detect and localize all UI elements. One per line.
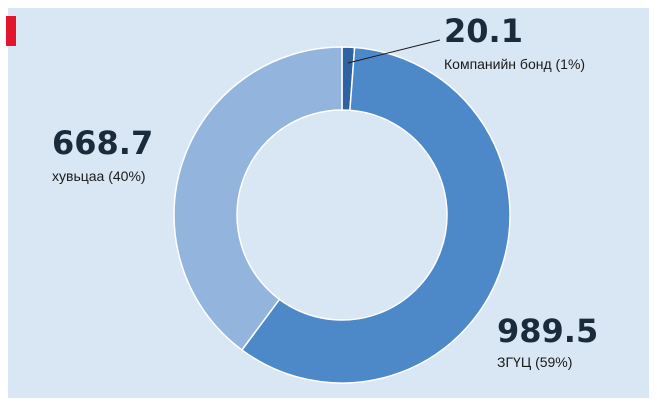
accent-bar <box>6 16 16 46</box>
category-label: хувьцаа (40%) <box>52 168 146 184</box>
value-label: 989.5 <box>497 312 598 350</box>
value-label: 668.7 <box>52 124 153 162</box>
category-label: Компанийн бонд (1%) <box>444 56 585 72</box>
donut-slice <box>173 46 343 351</box>
value-label: 20.1 <box>444 12 523 50</box>
donut-slice <box>240 46 511 384</box>
category-label: ЗГҮЦ (59%) <box>497 354 572 370</box>
leader-line <box>347 39 441 64</box>
